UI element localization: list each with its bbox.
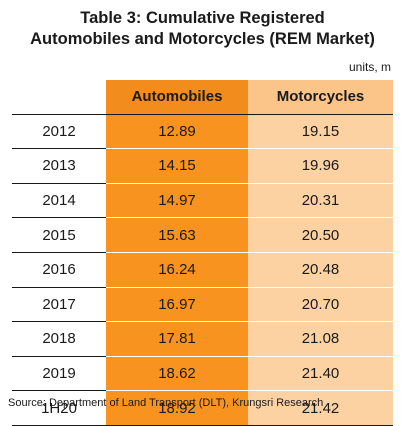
automobiles-value-cell: 16.24 bbox=[106, 251, 248, 288]
table-row: 2015 15.63 20.50 bbox=[12, 217, 393, 253]
registration-table: Automobiles Motorcycles 2012 12.89 19.15 20… bbox=[12, 80, 393, 426]
automobiles-value-cell: 12.89 bbox=[106, 113, 248, 149]
period-cell: 2017 bbox=[12, 286, 106, 322]
motorcycles-value-cell: 20.31 bbox=[248, 182, 393, 218]
table-title-line-2: Automobiles and Motorcycles (REM Market) bbox=[30, 30, 375, 48]
header-row: Automobiles Motorcycles bbox=[12, 80, 393, 115]
motorcycles-value-cell: 21.40 bbox=[248, 355, 393, 391]
table-body: 2012 12.89 19.15 2013 14.15 19.96 2014 14.97 20.… bbox=[12, 113, 393, 426]
table-row: 2014 14.97 20.31 bbox=[12, 182, 393, 218]
period-cell: 2016 bbox=[12, 251, 106, 288]
automobiles-value-cell: 14.97 bbox=[106, 182, 248, 218]
table-row: 2017 16.97 20.70 bbox=[12, 286, 393, 322]
table-row: 2013 14.15 19.96 bbox=[12, 148, 393, 184]
motorcycles-column-header: Motorcycles bbox=[248, 80, 393, 115]
motorcycles-value-cell: 20.48 bbox=[248, 251, 393, 288]
period-cell: 2014 bbox=[12, 182, 106, 218]
units-label: units, m bbox=[348, 60, 391, 74]
source-note: Source: Department of Land Transport (DL… bbox=[8, 397, 324, 409]
motorcycles-value-cell: 21.08 bbox=[248, 321, 393, 357]
period-column-header bbox=[12, 80, 106, 115]
motorcycles-value-cell: 20.70 bbox=[248, 286, 393, 322]
automobiles-value-cell: 16.97 bbox=[106, 286, 248, 322]
period-cell: 2019 bbox=[12, 355, 106, 391]
automobiles-value-cell: 15.63 bbox=[106, 217, 248, 253]
table-row: 2016 16.24 20.48 bbox=[12, 251, 393, 288]
automobiles-column-header: Automobiles bbox=[106, 80, 248, 115]
table-row: 2012 12.89 19.15 bbox=[12, 113, 393, 149]
table-row: 2018 17.81 21.08 bbox=[12, 321, 393, 357]
automobiles-value-cell: 17.81 bbox=[106, 321, 248, 357]
period-cell: 2015 bbox=[12, 217, 106, 253]
table-title: Table 3: Cumulative Registered Automobil… bbox=[0, 8, 405, 50]
table-title-line-1: Table 3: Cumulative Registered bbox=[80, 9, 325, 27]
table-row: 2019 18.62 21.40 bbox=[12, 355, 393, 391]
motorcycles-value-cell: 19.15 bbox=[248, 113, 393, 149]
motorcycles-value-cell: 19.96 bbox=[248, 148, 393, 184]
automobiles-value-cell: 18.62 bbox=[106, 355, 248, 391]
period-cell: 2013 bbox=[12, 148, 106, 184]
period-cell: 2018 bbox=[12, 321, 106, 357]
period-cell: 2012 bbox=[12, 113, 106, 149]
automobiles-value-cell: 14.15 bbox=[106, 148, 248, 184]
motorcycles-value-cell: 20.50 bbox=[248, 217, 393, 253]
